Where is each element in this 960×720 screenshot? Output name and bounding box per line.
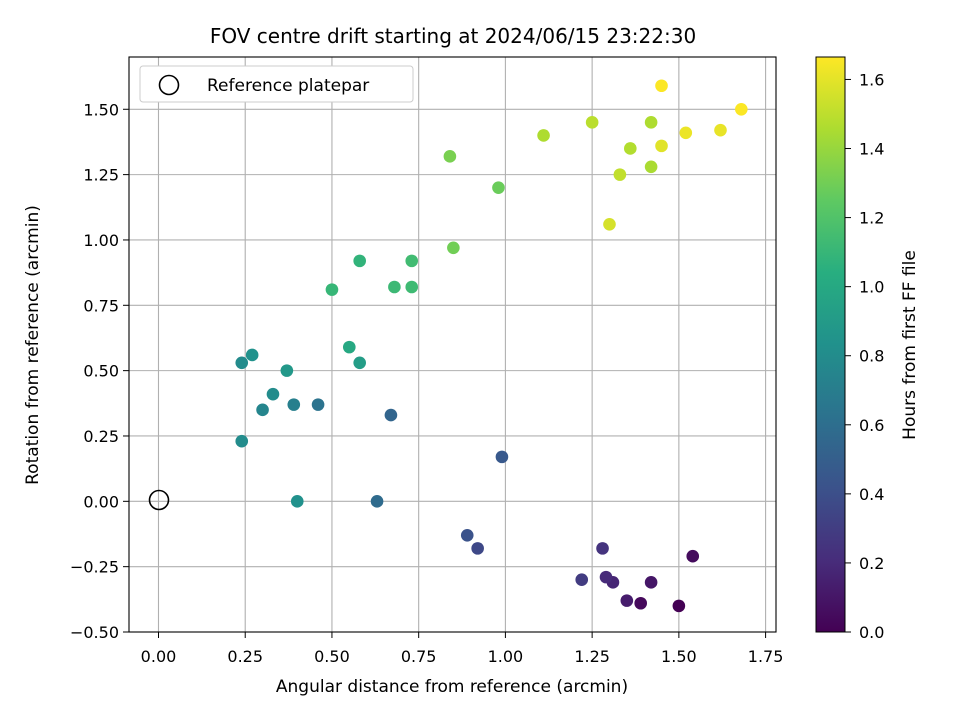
data-point [235,356,249,370]
data-point [235,434,249,448]
data-point [492,181,505,194]
data-point [634,596,648,610]
data-point [655,79,668,93]
data-point [599,570,613,584]
data-point [405,280,419,294]
data-point [353,356,366,370]
data-point [245,348,259,362]
colorbar: 0.0 0.2 0.4 0.6 0.8 1.0 1.2 1.4 1.6 Hours from f… [815,56,920,642]
data-point [613,168,627,181]
data-point [603,217,616,231]
colorbar-ticks: 0.0 0.2 0.4 0.6 0.8 1.0 1.2 1.4 1.6 [845,70,884,642]
data-point [405,254,419,268]
data-point [311,398,325,411]
x-tick-label: 1.00 [488,647,524,666]
y-tick-label: 1.25 [83,166,119,185]
data-point [495,450,509,464]
data-point [370,495,384,508]
data-point [596,542,609,555]
data-point [460,528,474,542]
colorbar-label: Hours from first FF file [900,250,920,440]
data-point [644,116,658,129]
data-point [325,283,339,296]
x-tick-label: 0.00 [141,647,177,666]
legend-label-reference: Reference platepar [207,76,369,96]
data-point [443,150,457,163]
x-tick-label: 0.75 [401,647,437,666]
y-axis-ticks: −0.50 −0.25 0.00 0.25 0.50 0.75 1.00 1.25 1.50 [70,100,129,642]
data-point [672,599,686,613]
colorbar-tick-label: 0.0 [859,623,884,642]
data-point [620,594,634,607]
y-tick-label: 0.25 [83,427,119,446]
x-tick-label: 0.50 [314,647,350,666]
x-axis-label: Angular distance from reference (arcmin) [276,677,628,697]
grid [129,57,776,633]
data-point [679,126,693,140]
data-point [686,549,700,563]
x-axis-ticks: 0.00 0.25 0.50 0.75 1.00 1.25 1.50 1.75 [141,632,784,666]
data-point [735,102,748,116]
data-point [537,129,550,142]
data-point [575,573,589,587]
data-point [280,364,294,377]
x-tick-label: 1.75 [748,647,784,666]
data-point [623,142,637,155]
data-points [235,79,748,613]
y-tick-label: −0.25 [70,558,119,577]
legend-marker-reference [158,74,180,96]
data-point [384,408,398,422]
data-point [447,241,460,255]
plot-frame [128,56,777,633]
colorbar-tick-label: 0.2 [859,554,884,573]
data-point [256,403,269,417]
colorbar-tick-label: 0.4 [859,485,884,504]
y-axis-label: Rotation from reference (arcmin) [23,205,43,485]
data-point [655,139,668,153]
data-point [471,542,484,555]
colorbar-gradient [815,56,846,633]
y-tick-label: 1.50 [83,100,119,119]
data-point [644,576,658,589]
data-point [290,495,304,508]
colorbar-tick-label: 0.8 [859,347,884,366]
colorbar-tick-label: 1.6 [859,70,884,89]
colorbar-tick-label: 1.2 [859,209,884,228]
x-tick-label: 0.25 [227,647,263,666]
colorbar-tick-label: 1.0 [859,278,884,297]
y-tick-label: 0.75 [83,296,119,315]
data-point [266,387,280,401]
legend-box [139,65,414,103]
data-point [644,160,658,174]
data-point [585,116,599,129]
y-tick-label: 0.50 [83,362,119,381]
data-point [353,254,366,268]
chart-title: FOV centre drift starting at 2024/06/15 … [210,24,696,48]
x-tick-label: 1.25 [574,647,610,666]
legend: Reference platepar [139,65,414,103]
data-point [287,398,301,411]
x-tick-label: 1.50 [661,647,697,666]
data-point [714,123,727,137]
colorbar-tick-label: 1.4 [859,140,884,159]
y-tick-label: 0.00 [83,492,119,511]
y-tick-label: 1.00 [83,231,119,250]
reference-marker [148,489,170,511]
colorbar-tick-label: 0.6 [859,416,884,435]
data-point [342,340,356,354]
y-tick-label: −0.50 [70,623,119,642]
data-point [388,280,401,294]
